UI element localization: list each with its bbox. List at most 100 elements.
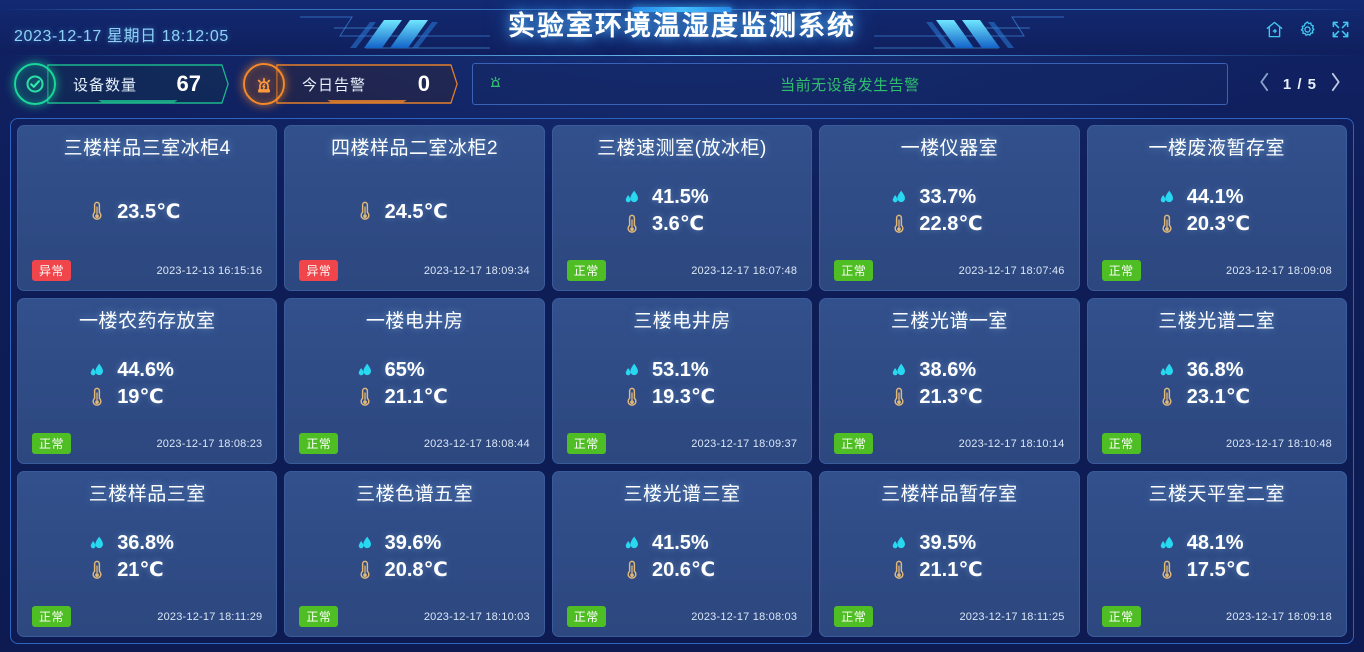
humidity-value: 65% bbox=[384, 359, 425, 381]
thermometer-icon bbox=[1157, 386, 1177, 408]
timestamp: 2023-12-17 18:09:18 bbox=[1226, 610, 1332, 623]
device-metrics: 23.5℃ bbox=[32, 162, 262, 260]
device-metrics: 65% 21.1℃ bbox=[299, 335, 529, 433]
status-badge: 正常 bbox=[299, 433, 339, 454]
device-card[interactable]: 三楼光谱三室 41.5% 20.6℃ 正常 2023-12-17 18:08:03 bbox=[551, 471, 813, 637]
temperature-metric: 21.3℃ bbox=[889, 384, 1009, 409]
thermometer-icon bbox=[355, 386, 375, 408]
device-name: 三楼天平室二室 bbox=[1148, 484, 1286, 505]
device-card[interactable]: 一楼农药存放室 44.6% 19℃ 正常 2023-12-17 18:08:23 bbox=[17, 298, 278, 464]
temperature-value: 3.6℃ bbox=[651, 213, 705, 235]
device-footer: 正常 2023-12-17 18:08:23 bbox=[32, 433, 262, 454]
device-metrics: 48.1% 17.5℃ bbox=[1102, 508, 1332, 606]
temperature-metric: 23.5℃ bbox=[87, 199, 207, 224]
gear-icon[interactable] bbox=[1298, 20, 1317, 39]
device-card[interactable]: 三楼天平室二室 48.1% 17.5℃ 正常 2023-12-17 18:09:18 bbox=[1086, 471, 1347, 637]
header-top-cap bbox=[632, 7, 732, 12]
device-count-card[interactable]: 设备数量 67 bbox=[14, 63, 229, 105]
temperature-value: 21.1℃ bbox=[919, 559, 983, 581]
prev-page-button[interactable] bbox=[1258, 72, 1271, 97]
timestamp: 2023-12-17 18:08:44 bbox=[423, 437, 530, 450]
device-footer: 正常 2023-12-17 18:10:48 bbox=[1101, 433, 1332, 454]
humidity-metric: 36.8% bbox=[1157, 359, 1277, 382]
humidity-value: 39.5% bbox=[919, 532, 977, 554]
device-metrics: 44.1% 20.3℃ bbox=[1102, 162, 1332, 260]
water-drop-icon bbox=[889, 361, 909, 381]
status-badge: 正常 bbox=[834, 433, 874, 454]
today-alarm-frame: 今日告警 0 bbox=[276, 64, 458, 104]
fullscreen-icon[interactable] bbox=[1331, 20, 1350, 39]
device-card[interactable]: 三楼色谱五室 39.6% 20.8℃ 正常 2023-12-17 18:10:03 bbox=[284, 471, 545, 637]
temperature-metric: 24.5℃ bbox=[355, 199, 475, 224]
device-footer: 正常 2023-12-17 18:09:18 bbox=[1101, 606, 1332, 627]
humidity-metric: 44.6% bbox=[87, 359, 207, 382]
device-metrics: 44.6% 19℃ bbox=[32, 335, 262, 433]
device-footer: 异常 2023-12-13 16:15:16 bbox=[32, 260, 262, 281]
device-name: 一楼农药存放室 bbox=[78, 311, 216, 332]
device-name: 三楼光谱三室 bbox=[623, 484, 741, 505]
device-card[interactable]: 三楼样品暂存室 39.5% 21.1℃ 正常 2023-12-17 18:11:25 bbox=[819, 471, 1080, 637]
water-drop-icon bbox=[1157, 361, 1177, 381]
temperature-metric: 23.1℃ bbox=[1157, 384, 1277, 409]
device-card[interactable]: 一楼废液暂存室 44.1% 20.3℃ 正常 2023-12-17 18:09:08 bbox=[1086, 125, 1347, 291]
device-metrics: 39.5% 21.1℃ bbox=[834, 508, 1064, 606]
pagination: 1 / 5 bbox=[1242, 72, 1350, 97]
device-metrics: 33.7% 22.8℃ bbox=[834, 162, 1064, 260]
alarm-light-icon bbox=[487, 73, 504, 95]
humidity-value: 38.6% bbox=[919, 359, 977, 381]
device-card[interactable]: 三楼光谱一室 38.6% 21.3℃ 正常 2023-12-17 18:10:14 bbox=[819, 298, 1080, 464]
humidity-metric: 53.1% bbox=[622, 359, 742, 382]
status-badge: 异常 bbox=[299, 260, 339, 281]
device-card[interactable]: 一楼电井房 65% 21.1℃ 正常 2023-12-17 18:08:44 bbox=[284, 298, 545, 464]
next-page-button[interactable] bbox=[1329, 72, 1342, 97]
page-indicator: 1 / 5 bbox=[1282, 75, 1317, 93]
header-bottom-rule bbox=[0, 55, 1364, 56]
humidity-metric: 41.5% bbox=[622, 532, 742, 555]
humidity-value: 41.5% bbox=[651, 532, 709, 554]
device-metrics: 24.5℃ bbox=[299, 162, 529, 260]
humidity-metric: 39.5% bbox=[889, 532, 1009, 555]
device-card[interactable]: 三楼样品三室 36.8% 21℃ 正常 2023-12-17 18:11:29 bbox=[17, 471, 278, 637]
temperature-metric: 22.8℃ bbox=[889, 211, 1009, 236]
temperature-metric: 3.6℃ bbox=[622, 211, 742, 236]
header-datetime: 2023-12-17 星期日 18:12:05 bbox=[14, 28, 229, 45]
humidity-metric: 39.6% bbox=[355, 532, 475, 555]
device-metrics: 38.6% 21.3℃ bbox=[834, 335, 1064, 433]
device-card[interactable]: 三楼光谱二室 36.8% 23.1℃ 正常 2023-12-17 18:10:48 bbox=[1086, 298, 1347, 464]
device-card[interactable]: 三楼速测室(放冰柜) 41.5% 3.6℃ 正常 2023-12-17 18:07:48 bbox=[551, 125, 813, 291]
device-card[interactable]: 三楼电井房 53.1% 19.3℃ 正常 2023-12-17 18:09:37 bbox=[551, 298, 813, 464]
timestamp: 2023-12-17 18:10:14 bbox=[958, 437, 1065, 450]
humidity-value: 44.6% bbox=[117, 359, 174, 381]
device-card[interactable]: 四楼样品二室冰柜2 24.5℃ 异常 2023-12-17 18:09:34 bbox=[284, 125, 545, 291]
status-badge: 正常 bbox=[566, 433, 606, 454]
water-drop-icon bbox=[1157, 534, 1177, 554]
home-icon[interactable] bbox=[1265, 20, 1284, 39]
device-card[interactable]: 三楼样品三室冰柜4 23.5℃ 异常 2023-12-13 16:15:16 bbox=[17, 125, 278, 291]
humidity-metric: 36.8% bbox=[87, 532, 207, 555]
temperature-value: 19.3℃ bbox=[651, 386, 716, 408]
page-title: 实验室环境温湿度监测系统 bbox=[508, 11, 856, 41]
device-name: 一楼电井房 bbox=[365, 311, 464, 332]
temperature-value: 20.6℃ bbox=[651, 559, 716, 581]
device-name: 三楼光谱二室 bbox=[1158, 311, 1276, 332]
temperature-value: 21.1℃ bbox=[384, 386, 448, 408]
device-card[interactable]: 一楼仪器室 33.7% 22.8℃ 正常 2023-12-17 18:07:46 bbox=[819, 125, 1080, 291]
temperature-metric: 19℃ bbox=[87, 384, 207, 409]
humidity-value: 39.6% bbox=[384, 532, 442, 554]
temperature-value: 23.1℃ bbox=[1186, 386, 1250, 408]
today-alarm-value: 0 bbox=[417, 71, 430, 96]
device-name: 三楼电井房 bbox=[633, 311, 731, 332]
device-footer: 正常 2023-12-17 18:08:44 bbox=[299, 433, 530, 454]
today-alarm-card[interactable]: 今日告警 0 bbox=[243, 63, 458, 105]
humidity-metric: 41.5% bbox=[622, 186, 742, 209]
timestamp: 2023-12-17 18:08:03 bbox=[691, 610, 798, 623]
check-circle-icon bbox=[14, 63, 56, 105]
temperature-value: 22.8℃ bbox=[919, 213, 983, 235]
water-drop-icon bbox=[355, 361, 375, 381]
temperature-value: 21℃ bbox=[117, 559, 164, 581]
device-name: 一楼废液暂存室 bbox=[1148, 138, 1286, 159]
thermometer-icon bbox=[355, 559, 375, 581]
status-badge: 正常 bbox=[566, 606, 606, 627]
device-footer: 正常 2023-12-17 18:11:25 bbox=[834, 606, 1064, 627]
